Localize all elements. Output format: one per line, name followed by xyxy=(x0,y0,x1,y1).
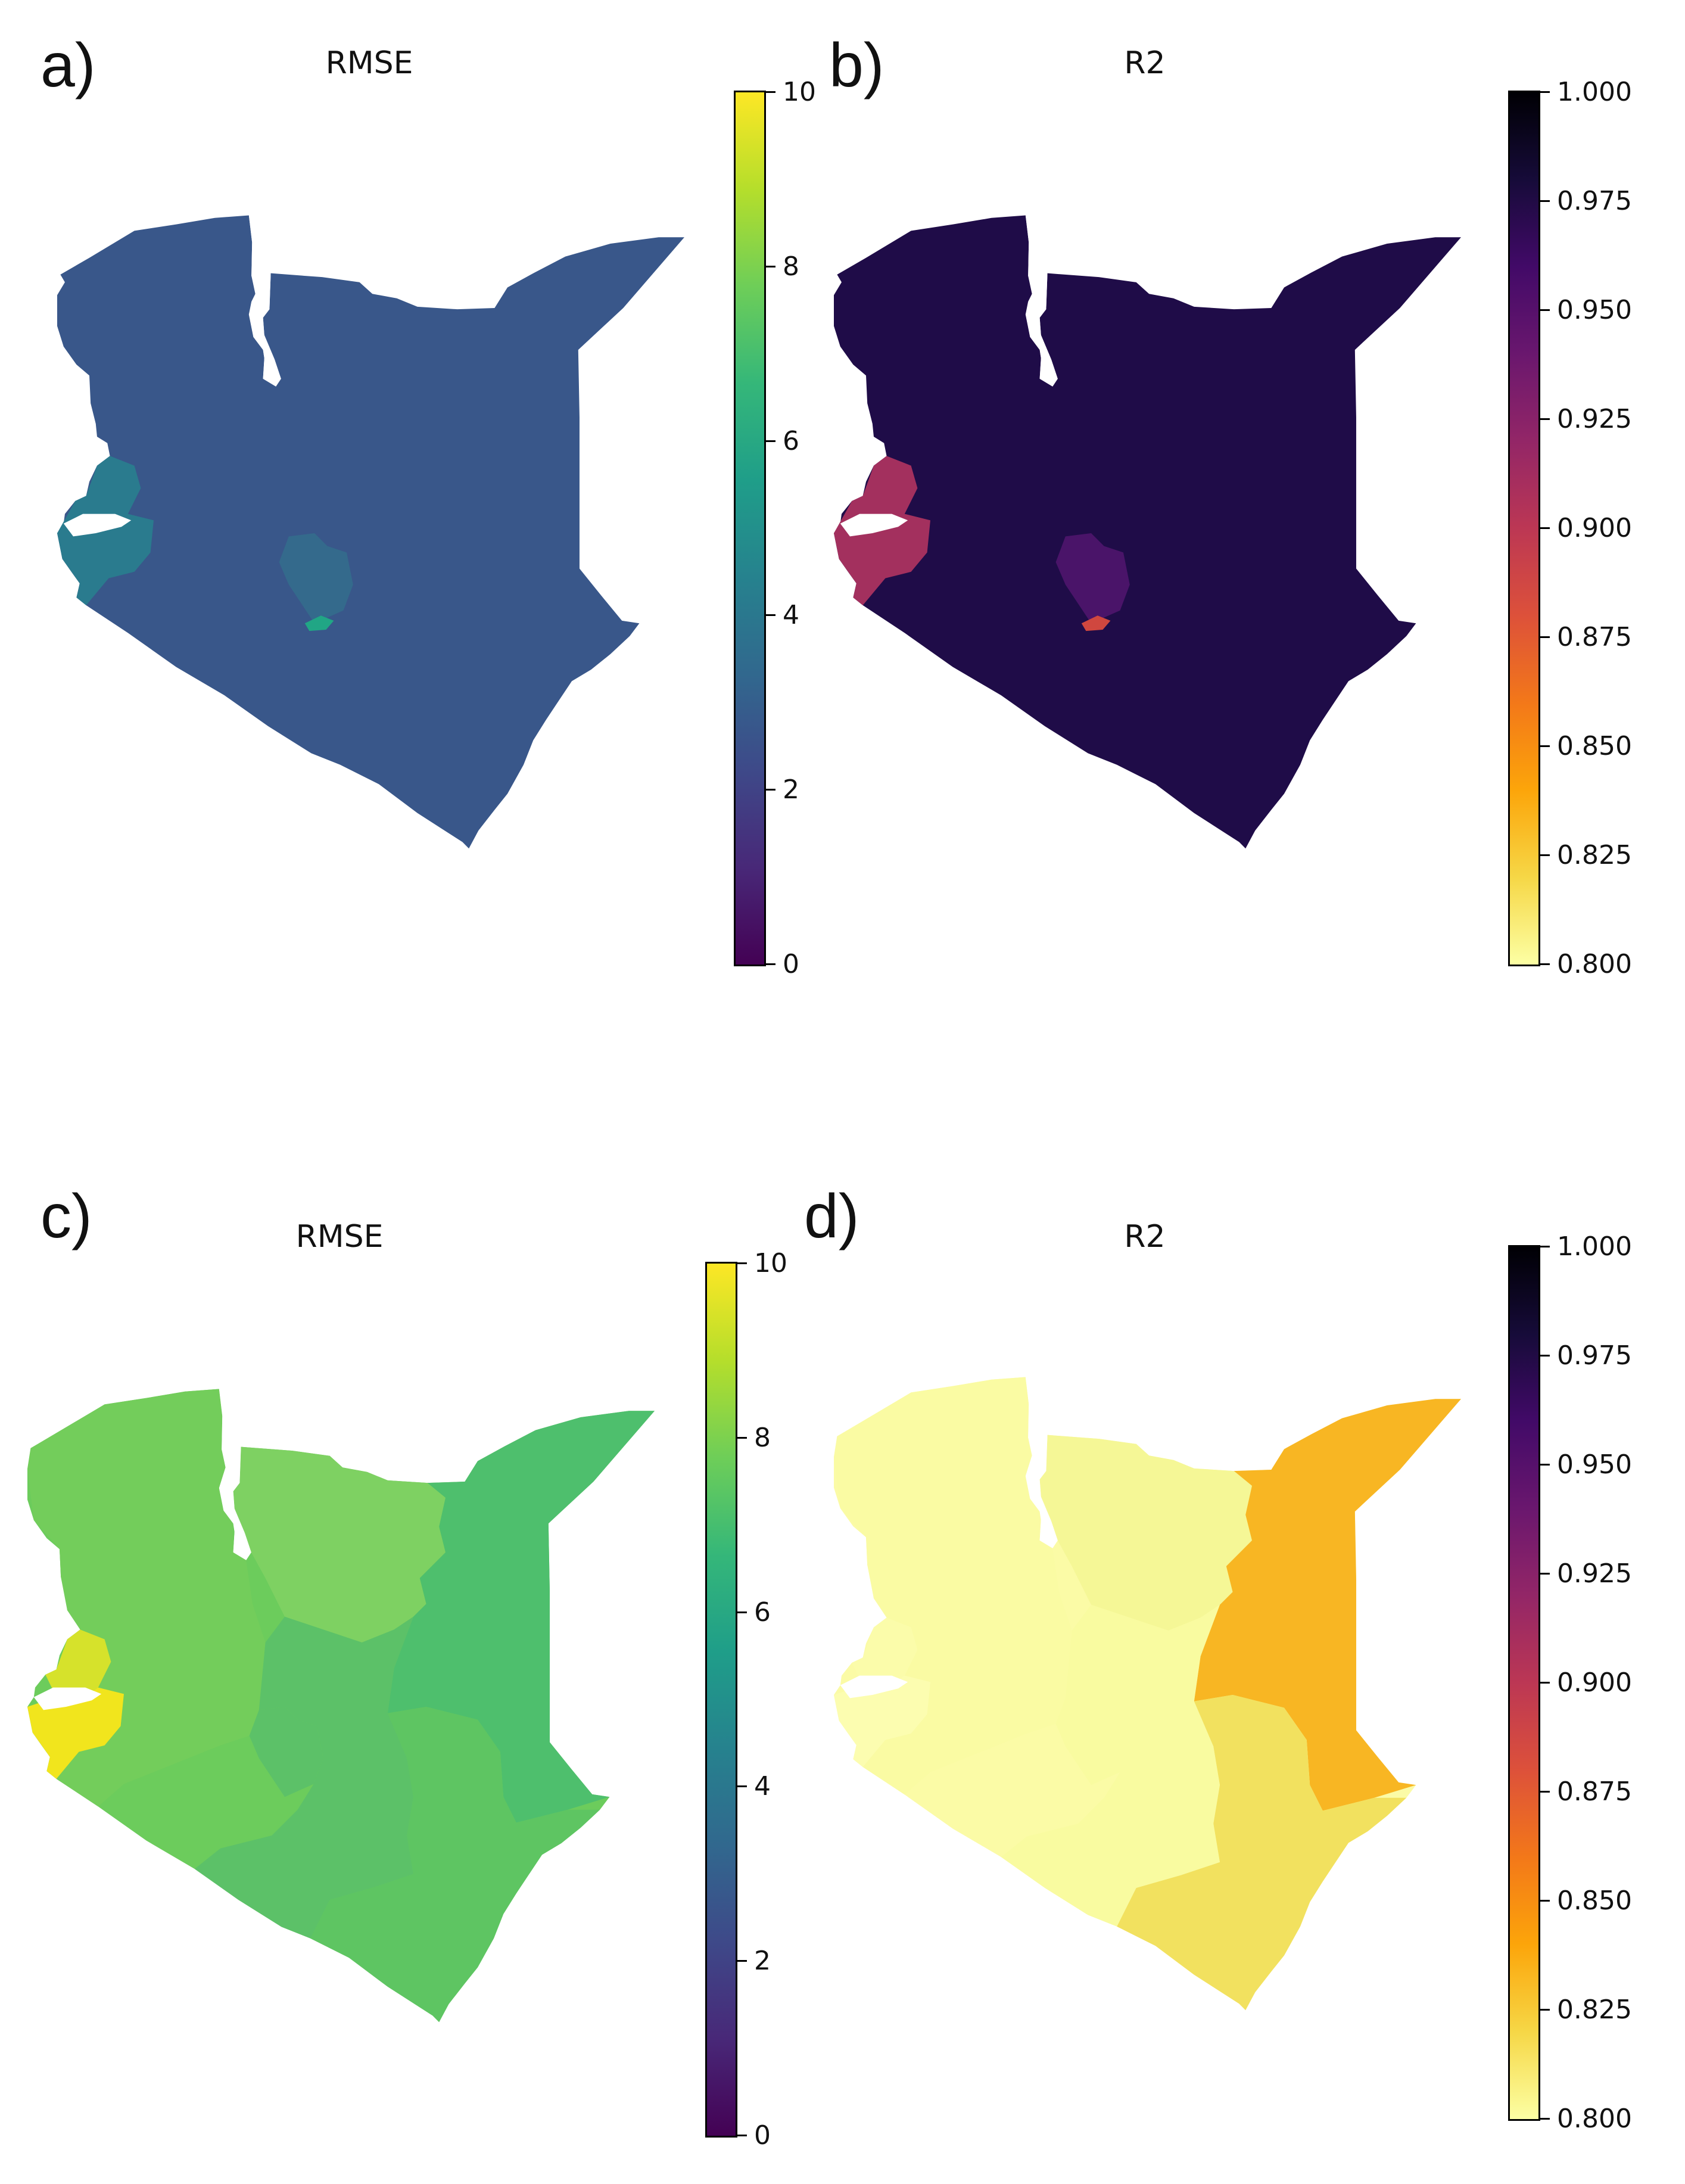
colorbar-tick-label: 0.975 xyxy=(1557,1340,1632,1371)
map-c xyxy=(27,1389,655,2023)
colorbar-tick-label: 4 xyxy=(783,600,799,631)
colorbar-tick-label: 0.850 xyxy=(1557,731,1632,761)
lake xyxy=(248,215,281,387)
panel-c-title: RMSE xyxy=(295,1219,384,1255)
colorbar-b: 0.800 0.825 0.850 0.875 0.900 0.925 0.950 0.975… xyxy=(1508,77,1632,979)
region-spot xyxy=(304,615,334,631)
colorbar-a: 0 2 4 6 8 10 xyxy=(734,77,816,979)
colorbar-tick-label: 0.925 xyxy=(1557,1558,1632,1589)
region-central xyxy=(249,1707,323,1797)
lake xyxy=(63,514,132,537)
region-central xyxy=(279,533,353,624)
colorbar-tick-label: 10 xyxy=(754,1248,787,1278)
colorbar-tick-label: 4 xyxy=(754,1771,771,1802)
country-outline xyxy=(57,215,684,849)
colorbar-tick-label: 0.875 xyxy=(1557,622,1632,652)
colorbar-tick-label: 6 xyxy=(754,1597,771,1628)
colorbar-tick-label: 1.000 xyxy=(1557,1231,1632,1262)
colorbar-tick-label: 6 xyxy=(783,425,799,456)
colorbar-tick-label: 0.850 xyxy=(1557,1886,1632,1916)
colorbar-tick-label: 0.900 xyxy=(1557,513,1632,543)
region-central xyxy=(1055,1695,1130,1785)
region-east xyxy=(387,1411,655,1823)
colorbar-tick-label: 2 xyxy=(783,774,799,805)
colorbar-d: 0.800 0.825 0.850 0.875 0.900 0.925 0.950 0.975… xyxy=(1508,1231,1632,2134)
panel-a-letter: a) xyxy=(41,31,96,100)
region-central xyxy=(1001,1604,1220,1927)
colorbar-tick-label: 2 xyxy=(754,1946,771,1977)
colorbar-tick-label: 0.825 xyxy=(1557,1995,1632,2025)
region-central xyxy=(194,1616,413,1939)
region-east xyxy=(1194,1399,1461,1811)
panel-b-title: R2 xyxy=(1124,45,1166,81)
colorbar-tick-label: 10 xyxy=(783,77,816,107)
region-nw xyxy=(834,1377,1072,1795)
colorbar-tick-label: 0.875 xyxy=(1557,1777,1632,1807)
panel-a-title: RMSE xyxy=(325,45,413,81)
region-west2 xyxy=(834,1675,930,1767)
colorbar-tick-label: 1.000 xyxy=(1557,77,1632,107)
colorbar-tick-label: 8 xyxy=(754,1422,771,1453)
region-central xyxy=(1055,533,1130,624)
colorbar-tick-label: 0.900 xyxy=(1557,1667,1632,1698)
lake xyxy=(840,514,908,537)
lake xyxy=(1025,215,1058,387)
region-west xyxy=(852,1617,918,1689)
region-se xyxy=(310,1707,600,2023)
colorbar-tick-label: 8 xyxy=(783,251,799,282)
colorbar-tick-label: 0.800 xyxy=(1557,2104,1632,2134)
colorbar-tick-label: 0 xyxy=(783,949,799,979)
lake xyxy=(33,1687,102,1710)
map-b xyxy=(834,215,1461,849)
colorbar-tick-label: 0.950 xyxy=(1557,295,1632,325)
colorbar-c: 0 2 4 6 8 10 xyxy=(705,1248,787,2151)
colorbar-tick-label: 0 xyxy=(754,2120,771,2151)
lake xyxy=(1025,1377,1058,1548)
region-nw xyxy=(27,1389,266,1807)
panel-d-letter: d) xyxy=(804,1182,859,1251)
colorbar-tick-label: 0.950 xyxy=(1557,1449,1632,1480)
region-west2 xyxy=(27,1687,124,1779)
panel-b-letter: b) xyxy=(829,31,884,100)
region-north xyxy=(1039,1435,1252,1631)
colorbar-tick-label: 0.825 xyxy=(1557,840,1632,870)
colorbar-tick-label: 0.925 xyxy=(1557,404,1632,434)
colorbar-tick-label: 0.975 xyxy=(1557,186,1632,216)
panel-d-title: R2 xyxy=(1124,1219,1166,1255)
colorbar-tick-label: 0.800 xyxy=(1557,949,1632,979)
region-west xyxy=(45,1629,111,1701)
panel-c-letter: c) xyxy=(41,1182,92,1251)
country-outline xyxy=(834,215,1461,849)
lake xyxy=(219,1389,251,1560)
region-spot xyxy=(1081,615,1111,631)
map-a xyxy=(57,215,684,849)
region-north xyxy=(233,1446,446,1642)
map-d xyxy=(834,1377,1461,2011)
region-se xyxy=(1117,1695,1407,2011)
lake xyxy=(840,1675,908,1698)
